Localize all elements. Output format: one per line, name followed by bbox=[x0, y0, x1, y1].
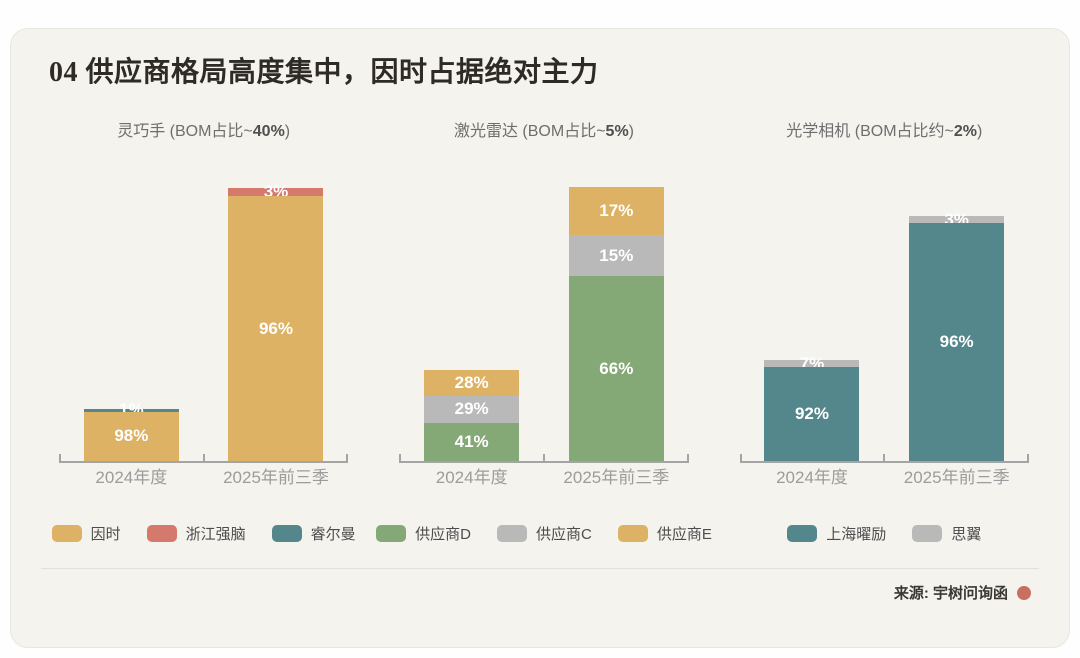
segment-value-label: 15% bbox=[599, 245, 634, 265]
chart-panel-2: 激光雷达 (BOM占比~5%) 41% 29% 28% 66% 15% 17% 2024年度 2… bbox=[376, 105, 712, 544]
legend-label: 睿尔曼 bbox=[310, 525, 356, 543]
chart-legend: 供应商D 供应商C 供应商E bbox=[376, 523, 712, 544]
legend-item[interactable]: 思翼 bbox=[912, 523, 981, 544]
accent-dot-icon bbox=[1017, 585, 1031, 600]
legend-swatch bbox=[271, 524, 302, 542]
bar-segment: 29% bbox=[424, 396, 520, 423]
legend-label: 供应商C bbox=[535, 525, 592, 543]
legend-swatch bbox=[376, 524, 407, 542]
segment-value-label: 98% bbox=[114, 426, 149, 446]
legend-swatch bbox=[912, 524, 943, 542]
bar-segment: 41% bbox=[424, 422, 520, 461]
chart-panel-3: 光学相机 (BOM占比约~2%) 92% 7% 96% 3% 2024年度 2025年前三季… bbox=[739, 105, 1029, 544]
legend-label: 供应商D bbox=[415, 525, 471, 543]
chart-subtitle: 激光雷达 (BOM占比~5%) bbox=[453, 123, 634, 140]
bar-segment: 3% bbox=[909, 210, 1005, 228]
bar-segment: 17% bbox=[568, 187, 664, 235]
legend-swatch bbox=[51, 524, 82, 542]
bar-segment: 7% bbox=[764, 354, 860, 372]
legend-label: 浙江强脑 bbox=[185, 525, 246, 543]
x-axis-label: 2024年度 bbox=[435, 468, 508, 487]
x-axis-labels: 2024年度 2025年前三季 bbox=[740, 468, 1029, 488]
source-label: 来源: 宇树问询函 bbox=[893, 585, 1008, 602]
report-card: 04 供应商格局高度集中，因时占据绝对主力 灵巧手 (BOM占比~40%) 98%… bbox=[10, 28, 1070, 648]
legend-item[interactable]: 供应商C bbox=[496, 523, 592, 544]
x-axis-labels: 2024年度 2025年前三季 bbox=[399, 468, 688, 488]
chart-legend: 上海曜励 思翼 bbox=[740, 523, 1029, 544]
legend-label: 思翼 bbox=[951, 525, 982, 543]
bar-segment: 96% bbox=[228, 196, 324, 461]
bar-segment: 98% bbox=[83, 411, 179, 461]
chart-panel-1: 灵巧手 (BOM占比~40%) 98% 1% 96% 3% 2024年度 2025年前三季因… bbox=[51, 105, 356, 544]
chart-legend: 因时 浙江强脑 睿尔曼 bbox=[51, 523, 356, 544]
legend-swatch bbox=[496, 524, 527, 542]
axis-tick bbox=[202, 454, 205, 461]
x-axis-labels: 2024年度 2025年前三季 bbox=[59, 468, 348, 488]
bar-segment: 15% bbox=[568, 234, 664, 277]
x-axis-label: 2025年前三季 bbox=[903, 468, 1010, 487]
segment-value-label: 96% bbox=[258, 318, 293, 338]
x-axis-label: 2025年前三季 bbox=[223, 468, 329, 487]
segment-value-label: 92% bbox=[794, 404, 829, 424]
axis-tick bbox=[346, 454, 349, 461]
legend-item[interactable]: 上海曜励 bbox=[787, 523, 886, 544]
axis-tick bbox=[59, 454, 61, 461]
legend-item[interactable]: 睿尔曼 bbox=[271, 523, 356, 544]
bar-segment: 3% bbox=[228, 183, 324, 201]
legend-swatch bbox=[146, 524, 177, 542]
stacked-bar: 96% 3% bbox=[909, 210, 1005, 461]
legend-label: 因时 bbox=[90, 525, 121, 543]
stacked-bar: 96% 3% bbox=[228, 183, 324, 461]
segment-value-label: 96% bbox=[939, 332, 974, 352]
segment-value-label: 66% bbox=[599, 358, 634, 378]
legend-swatch bbox=[617, 524, 648, 542]
axis-tick bbox=[739, 454, 742, 461]
axis-tick bbox=[686, 454, 689, 461]
source-footer: 来源: 宇树问询函 bbox=[11, 582, 1031, 603]
plot-area: 92% 7% 96% 3% bbox=[739, 141, 1029, 463]
legend-label: 上海曜励 bbox=[826, 525, 887, 543]
legend-swatch bbox=[787, 524, 818, 542]
x-axis-label: 2025年前三季 bbox=[563, 468, 670, 487]
bar-segment: 92% bbox=[764, 367, 860, 461]
stacked-bar: 98% 1% bbox=[83, 401, 179, 461]
segment-value-label: 41% bbox=[454, 431, 489, 451]
chart-subtitle: 光学相机 (BOM占比约~2%) bbox=[786, 123, 983, 140]
segment-value-label: 17% bbox=[599, 200, 634, 220]
bar-segment: 28% bbox=[424, 370, 520, 397]
axis-tick bbox=[399, 454, 402, 461]
stacked-bar: 41% 29% 28% bbox=[424, 370, 520, 461]
axis-tick bbox=[1026, 454, 1029, 461]
plot-area: 41% 29% 28% 66% 15% 17% bbox=[399, 141, 689, 463]
plot-area: 98% 1% 96% 3% bbox=[59, 141, 349, 463]
charts-row: 灵巧手 (BOM占比~40%) 98% 1% 96% 3% 2024年度 2025年前三季因… bbox=[51, 105, 1029, 544]
x-axis-label: 2024年度 bbox=[95, 468, 168, 487]
axis-tick bbox=[883, 454, 886, 461]
x-axis-label: 2024年度 bbox=[776, 468, 848, 487]
bar-segment: 66% bbox=[568, 276, 664, 461]
segment-value-label: 28% bbox=[454, 373, 489, 393]
chart-subtitle: 灵巧手 (BOM占比~40%) bbox=[117, 123, 291, 140]
stacked-bar: 66% 15% 17% bbox=[568, 187, 664, 461]
legend-item[interactable]: 浙江强脑 bbox=[146, 523, 246, 544]
segment-value-label: 29% bbox=[454, 399, 489, 419]
bar-segment: 96% bbox=[909, 223, 1005, 461]
page-title: 04 供应商格局高度集中，因时占据绝对主力 bbox=[49, 57, 599, 88]
legend-item[interactable]: 因时 bbox=[51, 523, 121, 544]
legend-item[interactable]: 供应商E bbox=[617, 523, 712, 544]
footer-divider bbox=[41, 568, 1039, 569]
segment-value-label: 3% bbox=[263, 182, 289, 202]
legend-label: 供应商E bbox=[656, 525, 712, 543]
stacked-bar: 92% 7% bbox=[764, 354, 860, 461]
axis-tick bbox=[542, 454, 545, 461]
legend-item[interactable]: 供应商D bbox=[376, 523, 471, 544]
